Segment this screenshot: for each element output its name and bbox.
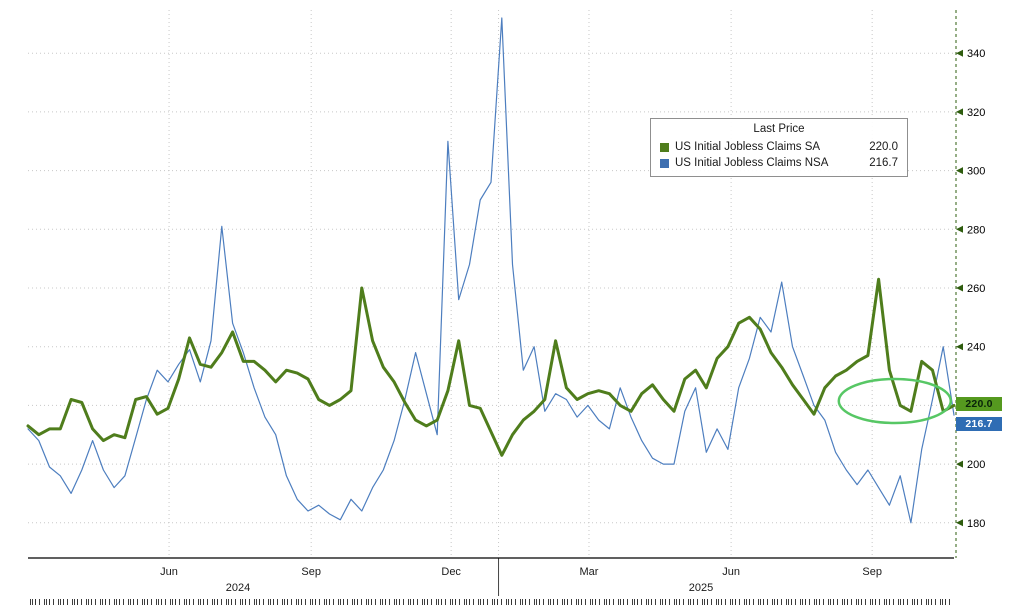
y-tick-label: 320 xyxy=(967,107,985,119)
sa-series-label: US Initial Jobless Claims SA xyxy=(675,141,821,153)
x-tick-label: Mar xyxy=(580,566,599,578)
year-label: 2024 xyxy=(226,582,250,594)
nsa-series-line xyxy=(27,17,955,524)
x-tick-label: Dec xyxy=(441,566,461,578)
y-tick-label: 180 xyxy=(967,518,985,530)
x-tick-label: Sep xyxy=(301,566,321,578)
y-tick-arrow-icon xyxy=(956,519,963,527)
nsa-series-last-price: 216.7 xyxy=(869,157,898,169)
y-tick-label: 280 xyxy=(967,224,985,236)
highlight-ellipse-annotation xyxy=(837,377,953,425)
nsa-series-label: US Initial Jobless Claims NSA xyxy=(675,157,829,169)
nsa-last-price-tag: 216.7 xyxy=(956,417,1002,432)
y-tick-label: 240 xyxy=(967,342,985,354)
year-label: 2025 xyxy=(689,582,713,594)
y-tick-label: 260 xyxy=(967,283,985,295)
y-tick-label: 300 xyxy=(967,166,985,178)
sa-series-swatch xyxy=(660,142,669,152)
y-tick-arrow-icon xyxy=(956,49,963,57)
nsa-series-swatch xyxy=(660,158,669,168)
x-tick-label: Jun xyxy=(722,566,740,578)
y-tick-label: 200 xyxy=(967,459,985,471)
y-tick-arrow-icon xyxy=(956,460,963,468)
legend-title: Last Price xyxy=(753,123,805,135)
y-tick-arrow-icon xyxy=(956,225,963,233)
x-tick-label: Sep xyxy=(862,566,882,578)
sa-series-line xyxy=(26,277,956,457)
sa-last-price-tag: 220.0 xyxy=(956,397,1002,412)
chart-legend: Last Price US Initial Jobless Claims SA … xyxy=(650,118,908,177)
legend-item-sa: US Initial Jobless Claims SA 220.0 xyxy=(660,139,898,155)
sa-series-last-price: 220.0 xyxy=(869,141,898,153)
y-tick-arrow-icon xyxy=(956,284,963,292)
legend-item-nsa: US Initial Jobless Claims NSA 216.7 xyxy=(660,155,898,171)
clipped-date-axis-text xyxy=(30,599,954,605)
y-tick-label: 340 xyxy=(967,48,985,60)
y-tick-arrow-icon xyxy=(956,343,963,351)
x-tick-label: Jun xyxy=(160,566,178,578)
y-tick-arrow-icon xyxy=(956,108,963,116)
y-tick-arrow-icon xyxy=(956,167,963,175)
